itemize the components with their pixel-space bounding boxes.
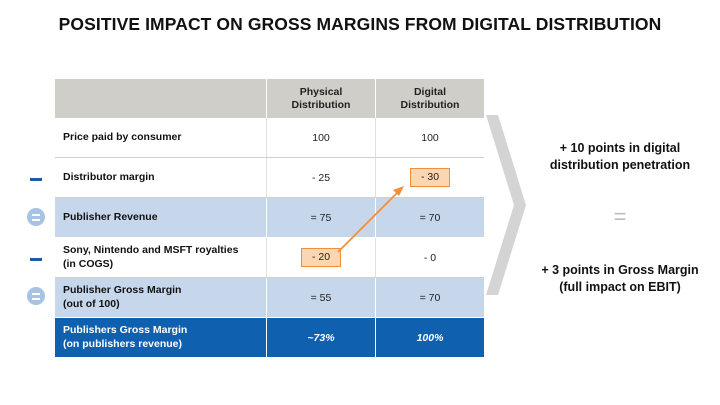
row-label: Distributor margin xyxy=(55,157,267,198)
header-physical-text: Physical Distribution xyxy=(291,86,351,111)
row-label-text: Publisher Gross Margin (out of 100) xyxy=(63,284,182,310)
row-label: Publisher Revenue xyxy=(55,197,267,238)
row-digital: - 30 xyxy=(375,157,484,198)
row-physical: = 75 xyxy=(266,197,376,238)
row-digital: 100 xyxy=(375,118,484,158)
row-physical: 100 xyxy=(266,118,376,158)
row-physical: - 20 xyxy=(266,237,376,278)
row-label: Publishers Gross Margin (on publishers r… xyxy=(55,317,267,357)
table-row: Publisher Gross Margin (out of 100) = 55… xyxy=(55,277,484,318)
right-text-gross-margin: + 3 points in Gross Margin (full impact … xyxy=(541,263,699,294)
header-digital: Digital Distribution xyxy=(375,79,484,118)
table-row: Sony, Nintendo and MSFT royalties (in CO… xyxy=(55,237,484,278)
row-physical: - 25 xyxy=(266,157,376,198)
right-text-penetration: + 10 points in digital distribution pene… xyxy=(549,141,691,172)
table-row-total: Publishers Gross Margin (on publishers r… xyxy=(55,317,484,357)
header-digital-text: Digital Distribution xyxy=(400,86,460,111)
row-physical: = 55 xyxy=(266,277,376,318)
highlight-box-digital: - 30 xyxy=(409,168,451,187)
row-digital: = 70 xyxy=(375,197,484,238)
row-label-text: Publishers Gross Margin (on publishers r… xyxy=(63,324,188,350)
equals-circle-icon xyxy=(27,208,45,226)
equals-circle-icon xyxy=(27,287,45,305)
row-digital: - 0 xyxy=(375,237,484,278)
row-digital: 100% xyxy=(375,317,484,357)
row-digital: = 70 xyxy=(375,277,484,318)
header-empty xyxy=(55,79,267,118)
table-row: Publisher Revenue = 75 = 70 xyxy=(55,197,484,238)
row-label: Price paid by consumer xyxy=(55,118,267,158)
table-row: Price paid by consumer 100 100 xyxy=(55,118,484,158)
highlight-box-physical: - 20 xyxy=(300,248,342,267)
minus-icon xyxy=(30,178,42,181)
margin-table: Physical Distribution Digital Distributi… xyxy=(55,79,484,357)
minus-icon xyxy=(30,258,42,261)
table-row: Distributor margin - 25 - 30 xyxy=(55,157,484,198)
row-label: Sony, Nintendo and MSFT royalties (in CO… xyxy=(55,237,267,278)
page-title: POSITIVE IMPACT ON GROSS MARGINS FROM DI… xyxy=(58,14,662,34)
row-label: Publisher Gross Margin (out of 100) xyxy=(55,277,267,318)
big-equals: = xyxy=(613,204,627,229)
chevron-right-icon xyxy=(486,115,526,295)
row-physical: ~73% xyxy=(266,317,376,357)
header-physical: Physical Distribution xyxy=(266,79,376,118)
table-header-row: Physical Distribution Digital Distributi… xyxy=(55,79,484,118)
row-label-text: Sony, Nintendo and MSFT royalties (in CO… xyxy=(63,244,239,270)
